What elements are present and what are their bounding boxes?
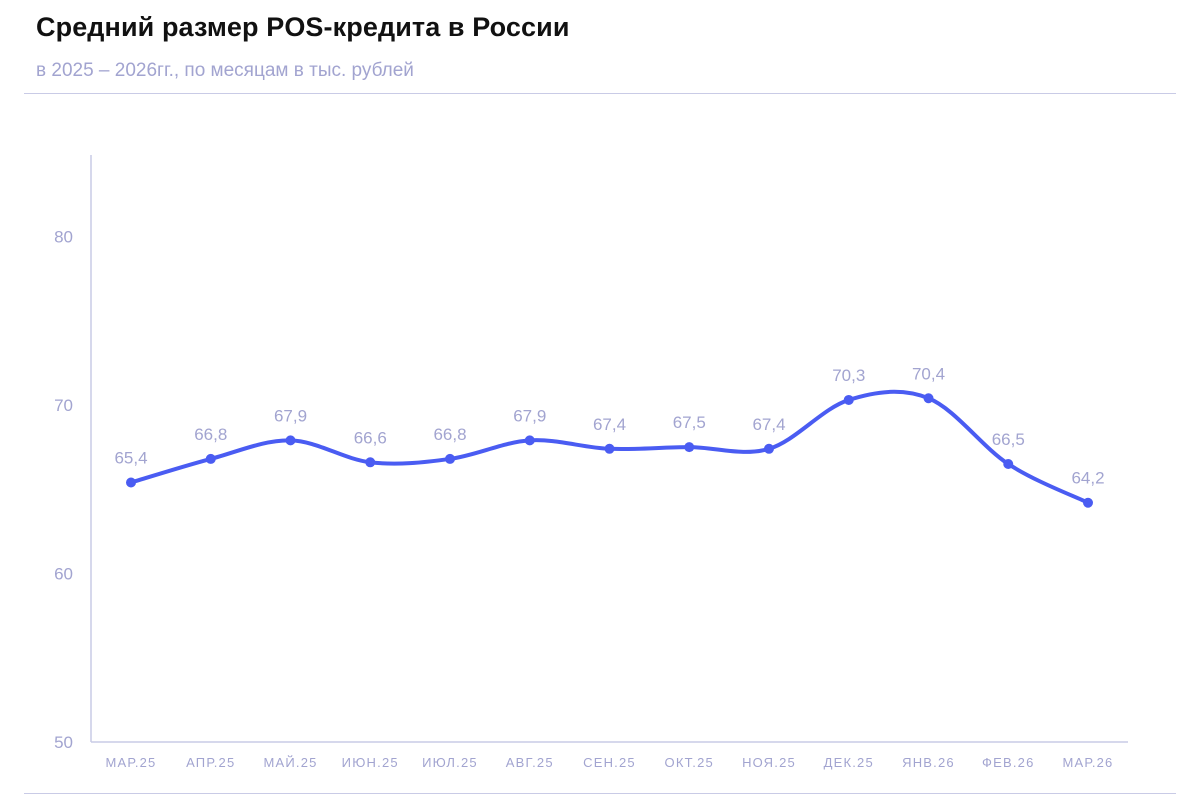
y-axis-ticks: 50 60 70 80 [54, 228, 73, 753]
data-labels: 65,4 66,8 67,9 66,6 66,8 67,9 67,4 67,5 67,4 70,3… [114, 364, 1104, 487]
data-point [764, 443, 774, 454]
data-point [684, 442, 695, 453]
x-tick-label: ОКТ.25 [665, 755, 714, 770]
data-label: 66,8 [194, 425, 227, 444]
x-tick-label: АВГ.25 [506, 755, 554, 770]
data-label: 70,3 [832, 366, 865, 385]
data-label: 67,5 [673, 413, 706, 432]
data-label: 67,9 [513, 406, 546, 425]
y-tick-label: 50 [54, 733, 73, 752]
x-tick-label: МАЙ.25 [263, 755, 317, 770]
data-point [126, 477, 136, 488]
x-tick-label: ФЕВ.26 [982, 755, 1035, 770]
footer-divider [24, 793, 1176, 794]
data-point [365, 457, 376, 468]
data-point [604, 443, 615, 454]
data-label: 66,6 [354, 428, 387, 447]
data-point [205, 453, 216, 464]
x-tick-label: ДЕК.25 [824, 755, 874, 770]
x-tick-label: АПР.25 [186, 755, 235, 770]
x-tick-label: МАР.25 [106, 755, 157, 770]
data-point [1083, 497, 1093, 508]
header-divider [24, 93, 1176, 94]
data-point [445, 453, 455, 464]
data-label: 67,9 [274, 406, 307, 425]
x-axis-ticks: МАР.25 АПР.25 МАЙ.25 ИЮН.25 ИЮЛ.25 АВГ.25 СЕН.… [106, 755, 1114, 770]
data-point [1003, 458, 1014, 469]
data-point [285, 435, 296, 446]
data-label: 67,4 [593, 415, 626, 434]
data-point [524, 435, 535, 446]
data-point [843, 394, 854, 405]
x-tick-label: ЯНВ.26 [902, 755, 955, 770]
x-tick-label: МАР.26 [1063, 755, 1114, 770]
data-label: 65,4 [114, 449, 147, 468]
x-tick-label: НОЯ.25 [742, 755, 796, 770]
page-subtitle: в 2025 – 2026гг., по месяцам в тыс. рубл… [36, 60, 414, 81]
data-label: 67,4 [752, 415, 785, 434]
x-tick-label: ИЮЛ.25 [422, 755, 478, 770]
y-tick-label: 60 [54, 565, 73, 584]
data-label: 66,5 [992, 430, 1025, 449]
data-point [923, 393, 934, 404]
x-tick-label: ИЮН.25 [342, 755, 399, 770]
x-tick-label: СЕН.25 [583, 755, 636, 770]
chart-series [126, 389, 1093, 508]
chart-axes [90, 155, 1128, 743]
y-tick-label: 70 [54, 396, 73, 415]
y-tick-label: 80 [54, 228, 73, 247]
page-title: Средний размер POS-кредита в России [36, 12, 570, 42]
data-label: 70,4 [912, 364, 945, 383]
data-label: 66,8 [433, 425, 466, 444]
data-label: 64,2 [1071, 469, 1104, 488]
